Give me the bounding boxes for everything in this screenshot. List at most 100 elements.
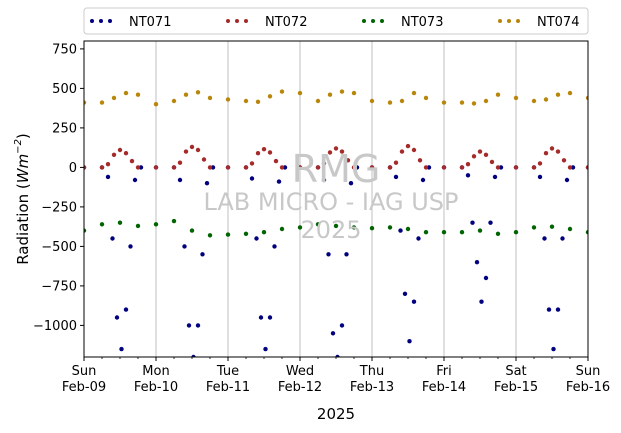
- data-point: [267, 94, 273, 99]
- data-point: [567, 90, 573, 96]
- data-point: [555, 149, 561, 154]
- x-tick-label-date: Feb-11: [206, 380, 250, 395]
- data-point: [495, 92, 501, 97]
- data-point: [249, 176, 255, 181]
- data-point: [191, 354, 196, 357]
- data-point: [549, 146, 555, 151]
- x-tick-label-day: Sun: [576, 364, 601, 379]
- data-point: [399, 98, 405, 104]
- data-point: [110, 236, 115, 241]
- data-point: [263, 346, 268, 352]
- y-tick-label: 0: [69, 161, 77, 176]
- data-point: [171, 98, 177, 104]
- data-point: [411, 299, 417, 304]
- data-point: [84, 228, 87, 233]
- x-tick-label-day: Wed: [286, 364, 314, 379]
- data-point: [339, 149, 345, 154]
- data-point: [105, 174, 111, 180]
- data-point: [387, 225, 393, 230]
- x-tick-label-day: Mon: [142, 364, 169, 379]
- data-point: [423, 230, 429, 235]
- y-tick-label: 750: [52, 42, 77, 57]
- data-point: [243, 165, 249, 170]
- data-point: [273, 158, 279, 164]
- plot-points: [84, 89, 588, 357]
- data-point: [405, 226, 411, 232]
- x-tick-label-day: Fri: [436, 364, 452, 379]
- data-point: [315, 165, 321, 170]
- data-point: [333, 146, 339, 151]
- data-point: [297, 90, 303, 96]
- data-point: [560, 236, 565, 241]
- data-point: [123, 90, 129, 96]
- data-point: [327, 150, 333, 155]
- data-point: [297, 165, 303, 170]
- series-NT072: [84, 143, 588, 170]
- data-point: [393, 174, 399, 180]
- legend-marker: [507, 19, 511, 23]
- data-point: [398, 228, 403, 233]
- data-point: [279, 89, 285, 94]
- data-point: [551, 346, 556, 352]
- data-point: [369, 98, 375, 104]
- legend-marker: [498, 19, 502, 23]
- data-point: [471, 154, 477, 159]
- legend-marker: [516, 19, 520, 23]
- y-axis-label: Radiation (Wm−2): [13, 133, 32, 265]
- data-point: [207, 233, 213, 238]
- data-point: [111, 95, 117, 101]
- data-point: [477, 228, 483, 233]
- data-point: [225, 232, 231, 237]
- data-point: [489, 159, 495, 165]
- data-point: [267, 150, 273, 155]
- data-point: [258, 315, 264, 320]
- data-point: [207, 95, 213, 101]
- data-point: [567, 165, 573, 170]
- legend-marker: [108, 19, 112, 23]
- data-point: [537, 161, 543, 166]
- data-point: [492, 174, 498, 180]
- legend-marker: [244, 19, 248, 23]
- x-tick-label-date: Feb-12: [278, 380, 322, 395]
- data-point: [171, 165, 177, 170]
- data-point: [339, 89, 345, 94]
- data-point: [351, 90, 357, 96]
- data-point: [483, 152, 489, 157]
- y-axis-label-exponent: −2: [13, 139, 24, 154]
- data-point: [327, 92, 333, 97]
- data-point: [177, 177, 183, 183]
- data-point: [585, 95, 588, 101]
- legend-item: NT074: [498, 15, 579, 30]
- data-point: [153, 165, 159, 170]
- x-tick-label-date: Feb-16: [566, 380, 610, 395]
- data-point: [369, 226, 375, 231]
- data-point: [84, 100, 87, 105]
- data-point: [99, 222, 105, 227]
- data-point: [243, 98, 249, 104]
- data-point: [585, 165, 588, 170]
- data-point: [420, 177, 426, 183]
- x-tick-label-day: Tue: [216, 364, 239, 379]
- data-point: [249, 161, 255, 166]
- data-point: [459, 100, 465, 105]
- data-point: [119, 346, 124, 352]
- x-tick-label-date: Feb-09: [62, 380, 106, 395]
- data-point: [153, 222, 159, 227]
- data-point: [279, 226, 285, 232]
- legend-marker: [99, 19, 103, 23]
- y-axis-label-suffix: ): [14, 133, 32, 139]
- data-point: [261, 230, 267, 235]
- data-point: [195, 323, 201, 328]
- data-point: [153, 102, 159, 107]
- data-point: [200, 252, 205, 257]
- data-point: [171, 218, 177, 224]
- data-point: [348, 181, 354, 186]
- data-point: [183, 149, 189, 154]
- data-point: [99, 165, 105, 170]
- data-point: [204, 181, 210, 186]
- legend-item: NT073: [362, 15, 443, 30]
- data-point: [441, 100, 447, 105]
- data-point: [483, 275, 489, 281]
- watermark-line-2: LAB MICRO - IAG USP: [203, 188, 458, 216]
- legend-label: NT071: [129, 15, 171, 30]
